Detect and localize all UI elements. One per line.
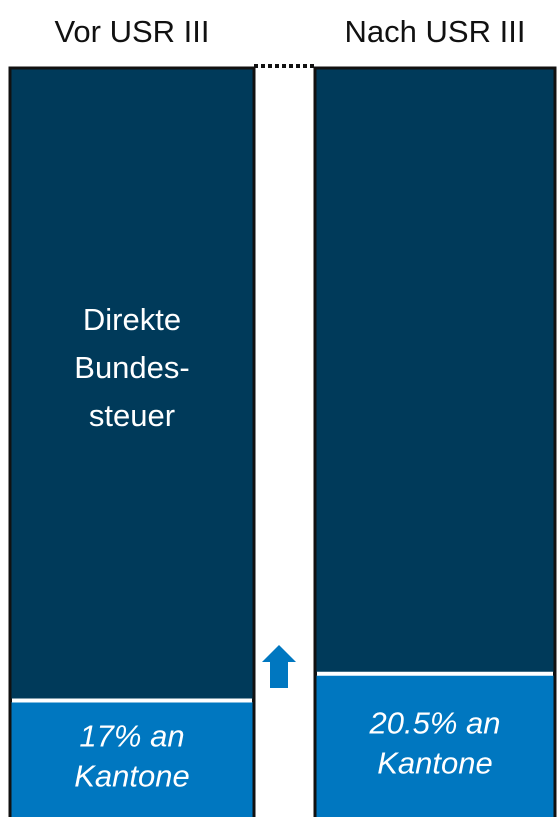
value-label: 17% an Kantone [74, 719, 190, 794]
bar-segment [8, 66, 256, 702]
series-label: Direkte Bundes-steuer [74, 302, 189, 433]
increase-arrow [262, 645, 296, 688]
bar-segment [313, 66, 557, 676]
bar-segment [8, 698, 256, 817]
category-label: Vor USR III [54, 14, 209, 49]
value-label: 20.5% an Kantone [369, 706, 501, 781]
category-label: Nach USR III [345, 14, 526, 49]
